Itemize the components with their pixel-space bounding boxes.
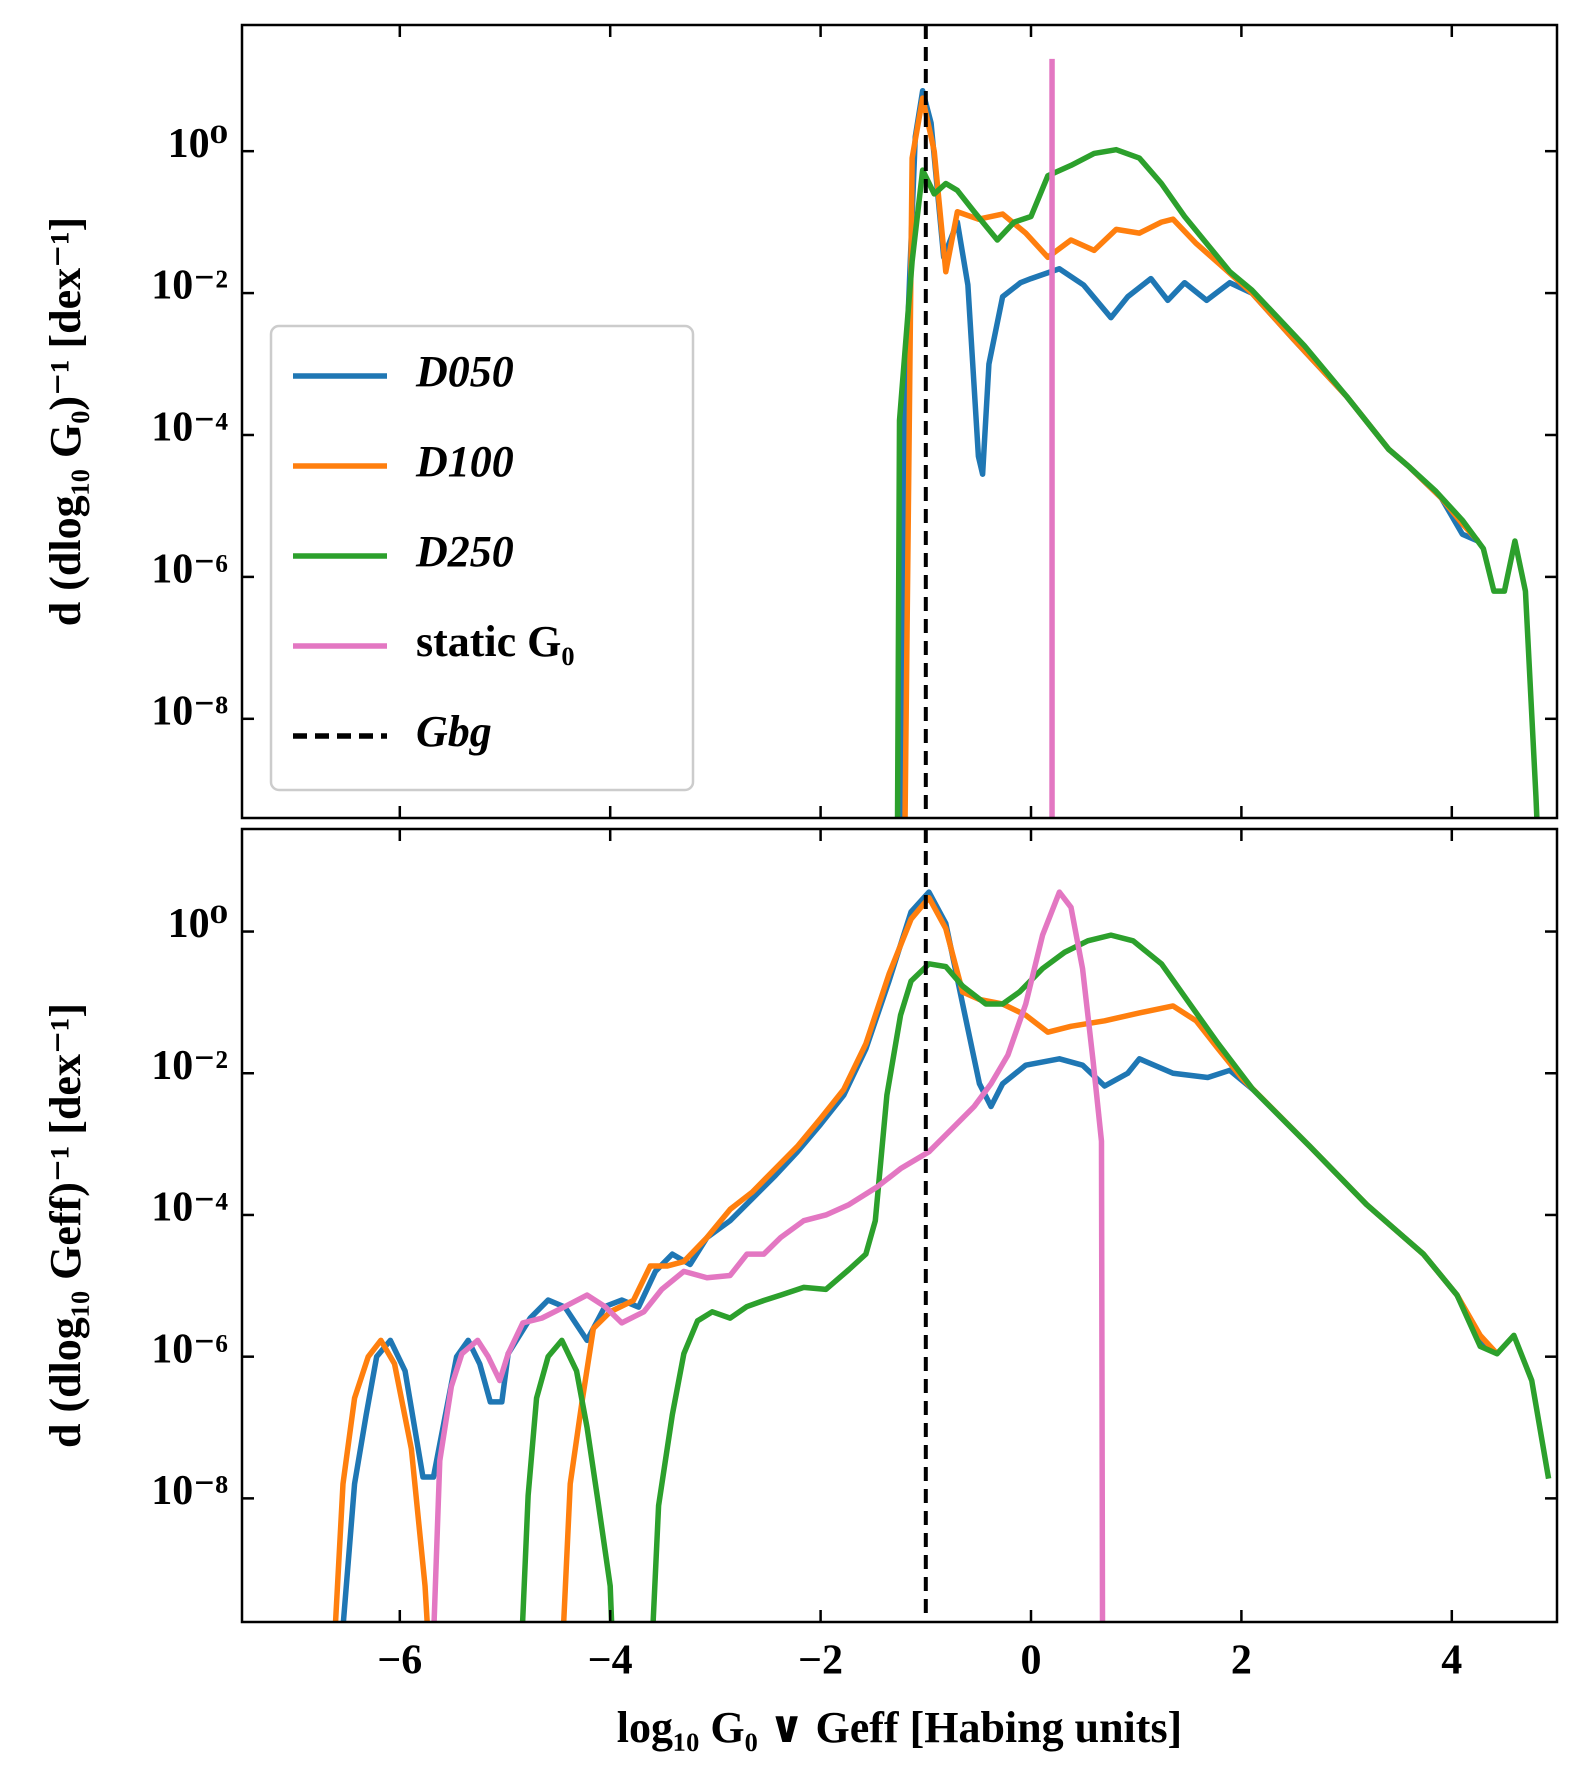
y-axis-label: d (dlog₁₀ G₀)⁻¹ [dex⁻¹] — [41, 217, 90, 626]
legend-label: D250 — [415, 527, 514, 576]
series-line — [519, 932, 1552, 1622]
plot-area — [332, 829, 1552, 1622]
x-tick-label: 4 — [1441, 1638, 1462, 1684]
x-axis-label: log₁₀ G₀ ∨ Geff [Habing units] — [617, 1703, 1182, 1752]
y-tick-label: 10⁻² — [151, 1043, 228, 1089]
y-tick-label: 10⁻⁶ — [151, 547, 228, 593]
x-tick-label: 0 — [1021, 1638, 1042, 1684]
legend-label: D050 — [415, 347, 514, 396]
y-tick-label: 10⁰ — [168, 121, 228, 167]
series-line — [897, 88, 1480, 818]
series-line — [431, 889, 1106, 1622]
x-tick-label: −2 — [798, 1638, 843, 1684]
y-axis-label: d (dlog₁₀ Geff)⁻¹ [dex⁻¹] — [41, 1003, 90, 1448]
axes-frame — [240, 827, 1559, 1624]
y-tick-label: 10⁻⁸ — [151, 688, 228, 734]
series-line — [894, 146, 1540, 818]
legend-label: D100 — [415, 437, 514, 486]
legend: D050 D100 D250 static G₀ Gbg — [269, 324, 695, 792]
legend-label: Gbg — [416, 707, 492, 756]
y-tick-label: 10⁻⁴ — [151, 1185, 228, 1231]
x-tick-label: −4 — [588, 1638, 633, 1684]
legend-box — [269, 324, 695, 792]
series-line — [902, 95, 1481, 818]
x-tick-label: 2 — [1231, 1638, 1252, 1684]
y-tick-label: 10⁻⁶ — [151, 1326, 228, 1372]
y-tick-label: 10⁻⁸ — [151, 1468, 228, 1514]
y-tick-label: 10⁰ — [168, 901, 228, 947]
series-line — [332, 894, 1500, 1622]
y-tick-label: 10⁻⁴ — [151, 405, 228, 451]
legend-label: static G₀ — [416, 617, 575, 666]
series-line — [340, 889, 1499, 1622]
plot-area — [894, 25, 1540, 818]
x-tick-label: −6 — [377, 1638, 422, 1684]
axes-frame — [240, 23, 1559, 820]
y-tick-label: 10⁻² — [151, 263, 228, 309]
